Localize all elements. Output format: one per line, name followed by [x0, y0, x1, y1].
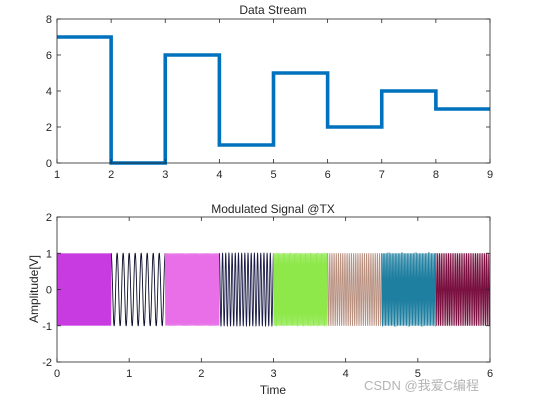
- x-tick-label: 3: [162, 169, 168, 181]
- axes-modulated-signal: Modulated Signal @TX 0 1 2 3 4 5 6 -2 -1 0 1 2 Time…: [27, 202, 493, 397]
- y-tick-label: 1: [46, 248, 52, 260]
- signal-segment-6: [327, 253, 383, 326]
- x-tick-label: 5: [270, 169, 276, 181]
- signal-segment-1: [56, 253, 112, 326]
- y-tick-label: 6: [46, 50, 52, 62]
- signal-segment-4: [218, 251, 274, 328]
- data-stream-series-line: [57, 35, 490, 165]
- x-tick-label: 7: [379, 169, 385, 181]
- y-tick-label: -1: [42, 321, 52, 333]
- chart-title: Data Stream: [239, 3, 306, 17]
- x-tick-label: 3: [270, 368, 276, 380]
- x-tick-label: 4: [343, 368, 349, 380]
- x-tick-label: 5: [415, 368, 421, 380]
- y-tick-label: 8: [46, 14, 52, 26]
- axes-data-stream: Data Stream 1 2 3 4 5 6 7 8 9 0 2 4 6 8: [46, 3, 493, 181]
- signal-segment-7: [381, 251, 437, 328]
- x-tick-label: 2: [108, 169, 114, 181]
- chart-title: Modulated Signal @TX: [211, 202, 335, 216]
- x-tick-label: 6: [487, 368, 493, 380]
- y-tick-label: 2: [46, 212, 52, 224]
- y-tick-label: 0: [46, 158, 52, 170]
- y-tick-label: 0: [46, 285, 52, 297]
- x-tick-label: 8: [433, 169, 439, 181]
- y-tick-label: 4: [46, 86, 52, 98]
- x-tick-label: 1: [126, 368, 132, 380]
- tick-group: 1 2 3 4 5 6 7 8 9 0 2 4 6 8: [46, 14, 493, 181]
- y-tick-label: 2: [46, 122, 52, 134]
- x-tick-label: 9: [487, 169, 493, 181]
- x-axis-label: Time: [260, 383, 287, 397]
- x-tick-label: 4: [216, 169, 222, 181]
- x-tick-label: 0: [54, 368, 60, 380]
- signal-segment-2: [110, 252, 166, 327]
- signal-segment-3: [164, 253, 220, 326]
- signal-segment-8: [435, 253, 491, 326]
- y-axis-label: Amplitude[V]: [27, 255, 41, 323]
- plot-area: [56, 251, 491, 328]
- tick-group: 0 1 2 3 4 5 6 -2 -1 0 1 2: [42, 212, 493, 380]
- x-tick-label: 1: [54, 169, 60, 181]
- y-tick-label: -2: [42, 357, 52, 369]
- watermark: CSDN @我爱C编程: [364, 378, 479, 393]
- signal-segment-5: [273, 251, 329, 328]
- x-tick-label: 6: [325, 169, 331, 181]
- plot-area: [57, 35, 490, 165]
- x-tick-label: 2: [198, 368, 204, 380]
